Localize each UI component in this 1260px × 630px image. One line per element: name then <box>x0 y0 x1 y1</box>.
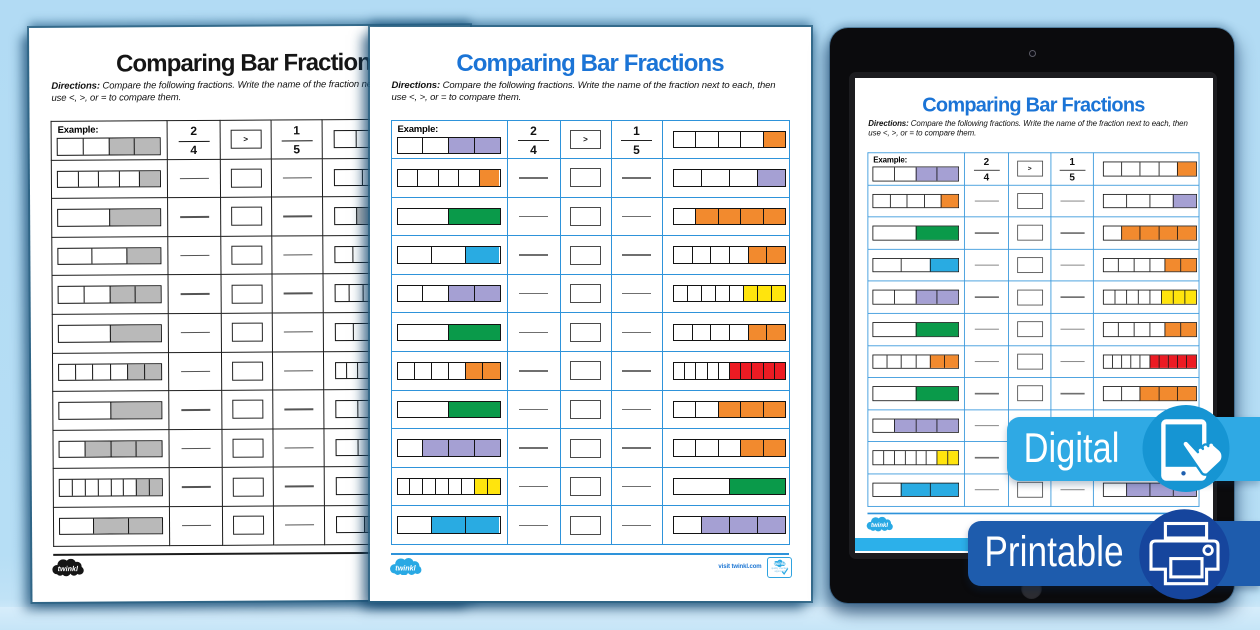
svg-text:twinkl: twinkl <box>58 564 79 573</box>
svg-text:quality checked: quality checked <box>771 566 788 569</box>
svg-text:twinkl: twinkl <box>773 561 786 566</box>
svg-text:twinkl: twinkl <box>871 523 888 529</box>
svg-text:twinkl: twinkl <box>395 563 416 572</box>
svg-text:approved: approved <box>774 570 785 573</box>
